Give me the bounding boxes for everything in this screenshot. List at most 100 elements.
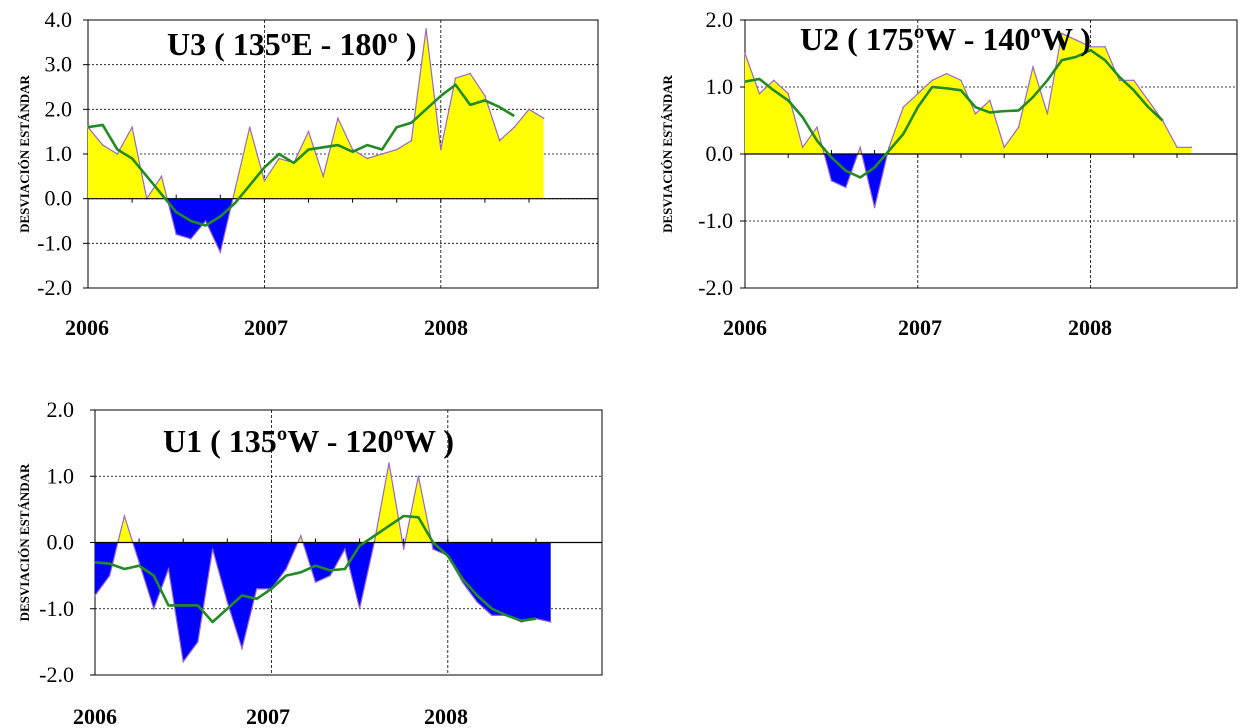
y-tick-label: -1.0 xyxy=(698,208,733,233)
x-tick-label: 2006 xyxy=(73,704,117,728)
monthly-point xyxy=(219,251,222,254)
monthly-point xyxy=(801,146,804,149)
monthly-point xyxy=(1017,126,1020,128)
monthly-point xyxy=(417,475,420,478)
monthly-point xyxy=(175,233,177,236)
monthly-point xyxy=(1118,79,1121,82)
y-axis-label: DESVIACIÓN ESTÁNDAR xyxy=(660,74,675,232)
monthly-point xyxy=(234,188,236,191)
monthly-point xyxy=(476,601,479,603)
positive-area xyxy=(88,28,544,199)
y-tick-label: -1.0 xyxy=(37,230,72,255)
monthly-point xyxy=(845,186,847,189)
monthly-point xyxy=(123,515,126,517)
monthly-point xyxy=(440,148,442,151)
monthly-point xyxy=(744,52,746,55)
y-tick-label: -2.0 xyxy=(39,662,74,687)
monthly-series-line xyxy=(87,28,545,255)
x-tick-label: 2007 xyxy=(898,315,942,340)
monthly-point xyxy=(461,581,464,584)
monthly-point xyxy=(1046,113,1049,115)
monthly-point xyxy=(974,113,977,115)
monthly-point xyxy=(758,92,761,95)
x-tick-label: 2007 xyxy=(246,704,290,728)
chart-title: U1 ( 135ºW - 120ºW ) xyxy=(163,423,454,459)
monthly-point xyxy=(549,621,552,623)
monthly-point xyxy=(989,99,991,102)
running-mean-line xyxy=(744,48,1164,179)
x-tick-label: 2006 xyxy=(723,315,767,340)
y-tick-label: 1.0 xyxy=(706,74,734,99)
monthly-point xyxy=(902,106,905,108)
monthly-point xyxy=(960,79,962,82)
x-tick-label: 2008 xyxy=(424,704,468,728)
monthly-point xyxy=(931,79,933,82)
y-axis-label: DESVIACIÓN ESTÁNDAR xyxy=(17,74,32,232)
chart-title: U3 ( 135ºE - 180º ) xyxy=(167,26,417,62)
monthly-point xyxy=(344,548,346,550)
y-tick-label: 0.0 xyxy=(706,141,734,166)
monthly-point xyxy=(263,180,266,182)
monthly-point xyxy=(358,607,361,610)
monthly-point xyxy=(542,117,545,120)
monthly-point xyxy=(888,146,890,149)
monthly-point xyxy=(873,206,876,209)
y-tick-label: -2.0 xyxy=(37,275,72,300)
y-tick-label: 4.0 xyxy=(45,7,73,32)
monthly-point xyxy=(182,660,184,663)
monthly-point xyxy=(395,148,398,151)
y-tick-label: 1.0 xyxy=(45,141,73,166)
monthly-point xyxy=(388,462,390,464)
monthly-point xyxy=(1003,146,1005,149)
monthly-point xyxy=(351,148,354,151)
monthly-point xyxy=(116,153,119,155)
running-mean-line xyxy=(87,83,515,227)
monthly-point xyxy=(241,647,243,650)
negative-area xyxy=(88,198,544,253)
monthly-point xyxy=(410,139,413,142)
monthly-point xyxy=(101,144,104,146)
monthly-point xyxy=(469,72,472,75)
monthly-point xyxy=(491,614,493,617)
positive-area xyxy=(745,33,1192,154)
monthly-point xyxy=(314,581,317,584)
monthly-point xyxy=(337,117,339,120)
y-tick-label: 0.0 xyxy=(47,530,75,555)
x-tick-label: 2008 xyxy=(424,315,468,340)
monthly-point xyxy=(153,607,155,610)
monthly-point xyxy=(1190,146,1193,149)
monthly-point xyxy=(773,79,775,82)
monthly-point xyxy=(1075,39,1077,41)
monthly-point xyxy=(197,641,199,643)
negative-area xyxy=(95,542,551,662)
monthly-point xyxy=(300,535,302,537)
monthly-point xyxy=(830,180,833,182)
monthly-point xyxy=(204,220,207,222)
monthly-point xyxy=(255,588,258,590)
monthly-point xyxy=(322,175,325,178)
monthly-point xyxy=(108,574,111,577)
negative-area xyxy=(745,154,1192,208)
monthly-point xyxy=(329,574,332,577)
y-tick-label: 2.0 xyxy=(45,96,73,121)
monthly-point xyxy=(366,157,369,160)
chart-u3: 4.0 3.0 2.0 1.0 0.0 -1.0 -2.0 U3 ( 135ºE - 180º… xyxy=(17,7,599,340)
monthly-point xyxy=(160,175,163,178)
y-tick-label: -2.0 xyxy=(698,275,733,300)
monthly-point xyxy=(1104,46,1106,48)
chart-title: U2 ( 175ºW - 140ºW ) xyxy=(800,21,1091,57)
x-tick-label: 2008 xyxy=(1068,315,1112,340)
x-tick-label: 2007 xyxy=(244,315,288,340)
monthly-point xyxy=(1032,66,1034,68)
monthly-point xyxy=(425,28,427,30)
monthly-point xyxy=(917,92,919,95)
monthly-point xyxy=(138,561,140,564)
monthly-point xyxy=(498,139,501,142)
monthly-point xyxy=(226,601,229,603)
monthly-point xyxy=(1089,46,1092,48)
y-tick-label: 2.0 xyxy=(47,397,75,422)
monthly-point xyxy=(484,95,486,97)
x-tick-label: 2006 xyxy=(65,315,109,340)
y-tick-label: 1.0 xyxy=(47,463,75,488)
